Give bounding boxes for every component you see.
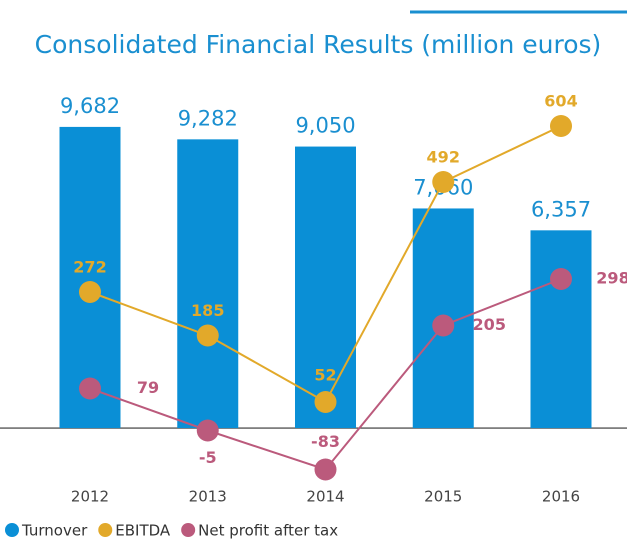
line-value-label: 604 xyxy=(544,92,577,111)
legend-label: Turnover xyxy=(21,522,88,540)
line-value-label: 79 xyxy=(137,378,159,397)
bar-value-label: 6,357 xyxy=(531,197,591,221)
legend-marker xyxy=(5,523,19,537)
line-point xyxy=(196,324,219,347)
bar-value-label: 9,682 xyxy=(60,94,120,118)
line-value-label: -5 xyxy=(199,448,217,467)
legend-marker xyxy=(98,523,113,537)
line-point xyxy=(432,314,455,337)
bar xyxy=(177,139,239,429)
chart-title: Consolidated Financial Results (million … xyxy=(35,30,602,59)
bar xyxy=(530,230,592,429)
line-point xyxy=(314,391,337,413)
line-value-label: 185 xyxy=(191,301,224,320)
line-value-label: 272 xyxy=(73,258,106,277)
legend-label: Net profit after tax xyxy=(198,522,338,540)
line-value-label: 205 xyxy=(473,315,506,334)
line-point xyxy=(196,419,219,442)
bar-value-label: 9,050 xyxy=(295,114,355,138)
x-tick-label: 2013 xyxy=(189,488,227,506)
line-value-label: 298 xyxy=(596,269,627,288)
line-value-label: 492 xyxy=(427,148,460,167)
bar xyxy=(295,146,356,429)
line-value-label: -83 xyxy=(311,432,340,451)
bar-value-label: 9,282 xyxy=(178,106,238,130)
x-tick-label: 2014 xyxy=(306,488,344,506)
x-tick-label: 2012 xyxy=(71,488,109,506)
line-point xyxy=(314,458,337,481)
line-point xyxy=(550,268,572,290)
x-tick-label: 2016 xyxy=(542,488,580,506)
legend-marker xyxy=(181,523,196,537)
line-point xyxy=(79,377,101,400)
legend-label: EBITDA xyxy=(115,522,171,540)
line-point xyxy=(79,281,101,303)
x-tick-label: 2015 xyxy=(424,488,462,506)
line-value-label: 52 xyxy=(314,366,336,385)
line-point xyxy=(550,115,572,137)
line-point xyxy=(432,171,455,193)
